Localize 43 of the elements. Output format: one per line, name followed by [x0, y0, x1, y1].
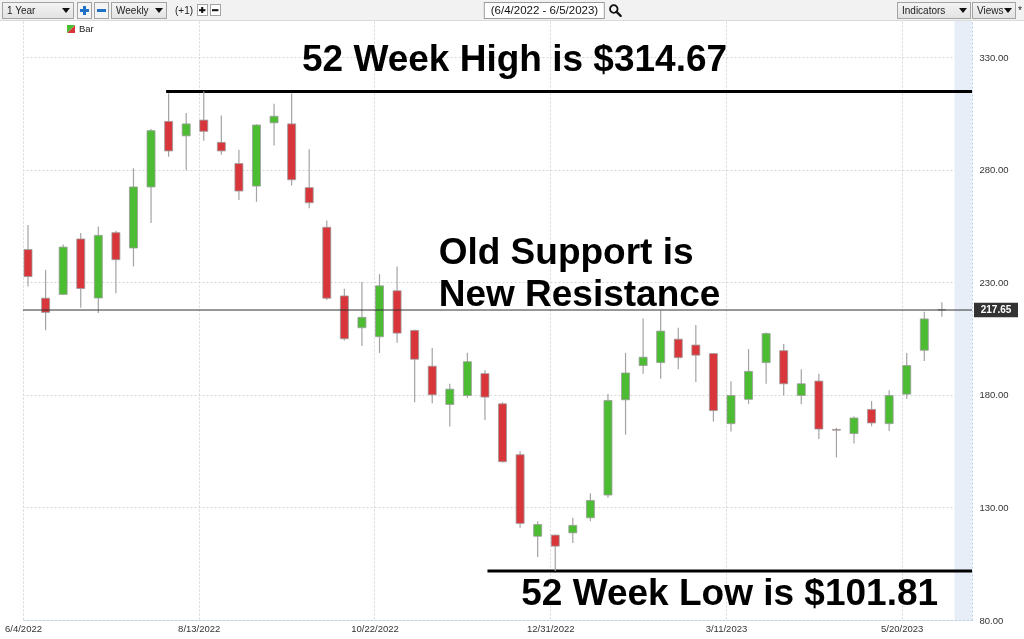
- dropdown: 1 Year: [2, 2, 74, 19]
- candlestick: [832, 427, 841, 459]
- y-tick-label: 80.00: [979, 614, 1004, 626]
- dropdown: Indicators: [897, 2, 971, 19]
- candlestick: [568, 517, 578, 544]
- y-tick-label: 330.00: [979, 51, 1009, 63]
- candlestick: [480, 369, 490, 421]
- candlestick: [533, 520, 543, 558]
- dropdown: Weekly: [111, 2, 167, 19]
- dropdown: Views: [972, 2, 1016, 19]
- candlestick: [550, 533, 560, 572]
- annotation: Old Support is New Resistance: [438, 230, 721, 314]
- x-tick-label: 3/11/2023: [705, 622, 748, 634]
- candlestick: [181, 112, 191, 171]
- candlestick: [849, 415, 859, 445]
- candlestick: [357, 281, 367, 347]
- candlestick: [867, 400, 876, 427]
- y-tick-label: 280.00: [979, 164, 1009, 176]
- annotation: 52 Week Low is $101.81: [521, 572, 939, 614]
- text: (+1): [174, 4, 195, 18]
- candlestick: [691, 324, 701, 383]
- y-tick-label: 130.00: [979, 501, 1009, 513]
- x-tick-label: 6/4/2022: [5, 622, 42, 634]
- candlestick: [269, 103, 279, 147]
- x-tick-label: 12/31/2022: [526, 622, 575, 634]
- candlestick: [304, 148, 314, 209]
- candlestick: [585, 492, 595, 522]
- y-tick-label: 180.00: [979, 389, 1009, 401]
- candlestick: [796, 368, 806, 405]
- x-tick-label: 5/20/2023: [881, 622, 924, 634]
- title-field: (6/4/2022 - 6/5/2023): [483, 2, 606, 19]
- legend-label: Bar: [79, 23, 94, 34]
- candlestick: [638, 317, 648, 375]
- text: *: [1017, 4, 1023, 18]
- ref-line-label: 217.65: [980, 304, 1012, 316]
- x-tick-label: 8/13/2022: [178, 622, 221, 634]
- candlestick: [673, 327, 683, 370]
- y-tick-label: 230.00: [979, 276, 1009, 288]
- x-tick-label: 10/22/2022: [351, 622, 399, 634]
- candlestick: [216, 114, 226, 156]
- candlestick: [445, 383, 455, 428]
- candlestick: [199, 90, 209, 142]
- annotation: 52 Week High is $314.67: [302, 37, 728, 79]
